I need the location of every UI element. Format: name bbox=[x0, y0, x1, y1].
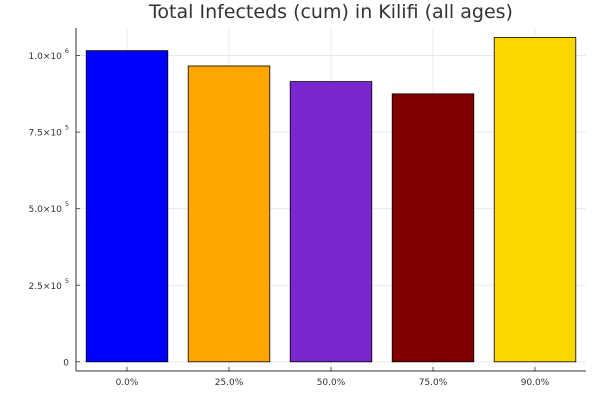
bar-0-0- bbox=[85, 50, 169, 363]
bar-25-0- bbox=[187, 65, 271, 363]
bar-50-0- bbox=[289, 81, 373, 363]
y-tick-label: 2.5×105 bbox=[29, 277, 69, 292]
axes bbox=[75, 28, 586, 372]
x-tick-label: 90.0% bbox=[521, 378, 550, 388]
bar-90-0- bbox=[493, 37, 577, 363]
y-tick-labels: 0 2.5×105 5.0×105 7.5×105 1.0×106 bbox=[29, 47, 70, 368]
y-tick-label: 1.0×106 bbox=[29, 47, 69, 62]
y-tick-label: 7.5×105 bbox=[29, 124, 69, 139]
x-tick-label: 25.0% bbox=[215, 378, 244, 388]
y-tick-label: 0 bbox=[63, 358, 69, 368]
y-tick-label: 5.0×105 bbox=[29, 200, 69, 215]
x-tick-label: 50.0% bbox=[317, 378, 346, 388]
x-tick-label: 0.0% bbox=[116, 378, 139, 388]
bars bbox=[85, 37, 577, 363]
x-tick-labels: 0.0% 25.0% 50.0% 75.0% 90.0% bbox=[116, 378, 550, 388]
x-tick-label: 75.0% bbox=[419, 378, 448, 388]
chart-title: Total Infecteds (cum) in Kilifi (all age… bbox=[148, 1, 513, 23]
bar-75-0- bbox=[391, 93, 475, 363]
